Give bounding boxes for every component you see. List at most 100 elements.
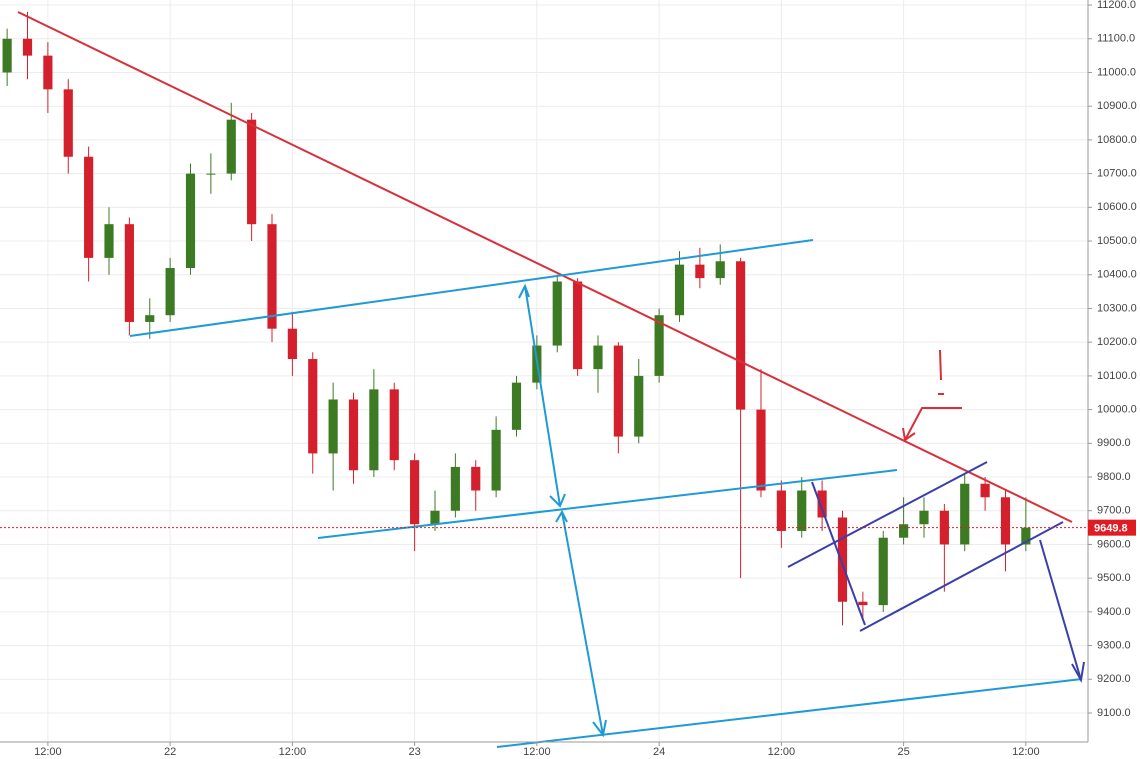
y-tick-label: 10900.0 [1097,100,1137,112]
candle-body [634,375,644,437]
candle-body [389,389,399,461]
x-tick-label: 12:00 [279,746,307,758]
y-tick-label: 9400.0 [1097,606,1131,618]
y-tick-label: 10700.0 [1097,168,1137,180]
arrow-head [518,283,530,299]
candle-body [165,268,175,316]
candle-body [593,345,603,370]
arrow-head [592,719,607,738]
candle-body [613,345,623,437]
candle-body [430,510,440,525]
drawings [17,11,1085,748]
candle-body [980,483,990,498]
x-tick-label: 25 [897,746,909,758]
candle-body [267,224,277,329]
candle-body [654,315,664,376]
x-tick-label: 12:00 [768,746,796,758]
candle-body [878,537,888,606]
x-tick-label: 12:00 [34,746,62,758]
candle-body [715,261,725,279]
candle-body [145,315,155,322]
y-tick-label: 10500.0 [1097,235,1137,247]
candle-body [450,466,460,511]
candle-body [287,328,297,360]
candle-body [124,224,134,322]
candle-body [858,601,868,606]
y-tick-label: 11200.0 [1097,0,1136,11]
channel-line [129,239,814,337]
candle-body [1021,527,1031,545]
y-tick-label: 10000.0 [1097,404,1137,416]
candle-body [22,38,33,56]
measure-arrow [524,285,561,507]
candle-body [471,466,481,491]
candle-body [552,281,562,346]
annotation [904,407,962,441]
candle-body [185,173,196,269]
candle-body [573,281,583,370]
y-tick-label: 11000.0 [1097,66,1136,78]
candle-body [247,119,257,225]
x-tick-label: 12:00 [523,746,551,758]
y-tick-label: 10100.0 [1097,370,1137,382]
y-tick-label: 9700.0 [1097,505,1131,517]
arrow-head [902,427,916,442]
candle-body [43,55,53,90]
candle-body [348,399,359,471]
x-tick-label: 24 [653,746,665,758]
candle-body [674,264,685,316]
y-tick-label: 10400.0 [1097,269,1137,281]
y-tick-label: 9500.0 [1097,572,1131,584]
candle-body [776,490,786,531]
arrow-head [555,509,568,523]
y-tick-label: 10600.0 [1097,201,1137,213]
flag-line [859,521,1064,632]
y-tick-label: 9100.0 [1097,707,1131,719]
arrow-head [1071,661,1085,683]
candle-body [328,399,338,454]
y-tick-label: 10200.0 [1097,336,1137,348]
candle-body [1000,497,1011,545]
trend-line [17,11,1073,523]
y-tick-label: 11100.0 [1097,33,1135,45]
last-price-label: 9649.8 [1094,523,1128,535]
candle-body [226,119,236,174]
annotation [939,349,942,381]
x-tick-label: 23 [408,746,420,758]
y-tick-label: 9200.0 [1097,673,1131,685]
candle-body [308,359,318,454]
candle-body [511,382,522,430]
candle-body [837,517,848,602]
candle-body [206,173,216,175]
candle-body [695,264,705,279]
target-arrow [1039,539,1082,681]
arrow-head [549,493,566,508]
candle-body [104,224,114,258]
candle-body [410,460,420,525]
candle-body [736,261,746,410]
candles [2,11,1031,626]
y-tick-label: 9600.0 [1097,538,1131,550]
channel-line [317,469,898,539]
candle-body [369,389,379,471]
y-tick-label: 10800.0 [1097,134,1137,146]
y-tick-label: 9900.0 [1097,437,1131,449]
candle-body [817,490,827,518]
candle-body [63,89,73,157]
candle-body [756,409,766,491]
x-tick-label: 22 [164,746,176,758]
flag-line [811,481,866,626]
candle-body [797,490,807,531]
y-tick-label: 10300.0 [1097,302,1137,314]
measure-arrow [561,511,604,736]
y-tick-label: 9300.0 [1097,639,1131,651]
last-price-box [1088,519,1136,536]
channel-line [496,678,1083,748]
candle-body [491,429,501,491]
y-tick-label: 9800.0 [1097,471,1131,483]
candle-body [960,483,970,545]
flag-line [787,461,988,568]
